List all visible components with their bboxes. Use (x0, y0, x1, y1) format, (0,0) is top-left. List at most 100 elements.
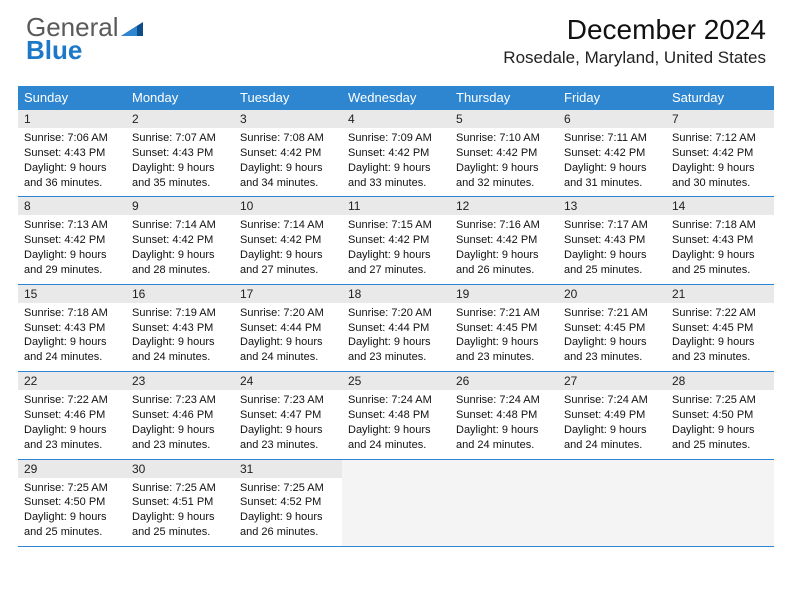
sunset-line: Sunset: 4:44 PM (240, 321, 336, 336)
day-number-cell: 14 (666, 197, 774, 216)
day-number-cell: 24 (234, 372, 342, 391)
daylight-line: Daylight: 9 hours and 24 minutes. (24, 335, 120, 365)
daylight-line: Daylight: 9 hours and 23 minutes. (672, 335, 768, 365)
sunrise-line: Sunrise: 7:21 AM (456, 306, 552, 321)
day-number-cell (558, 459, 666, 478)
day-info-cell: Sunrise: 7:24 AMSunset: 4:48 PMDaylight:… (450, 390, 558, 459)
daylight-line: Daylight: 9 hours and 23 minutes. (564, 335, 660, 365)
sunrise-line: Sunrise: 7:22 AM (672, 306, 768, 321)
sunrise-line: Sunrise: 7:21 AM (564, 306, 660, 321)
daylight-line: Daylight: 9 hours and 23 minutes. (24, 423, 120, 453)
daylight-line: Daylight: 9 hours and 34 minutes. (240, 161, 336, 191)
sunset-line: Sunset: 4:43 PM (564, 233, 660, 248)
day-number-cell: 23 (126, 372, 234, 391)
day-number-cell: 8 (18, 197, 126, 216)
daylight-line: Daylight: 9 hours and 25 minutes. (672, 248, 768, 278)
daylight-line: Daylight: 9 hours and 26 minutes. (240, 510, 336, 540)
sunrise-line: Sunrise: 7:07 AM (132, 131, 228, 146)
day-info-cell: Sunrise: 7:24 AMSunset: 4:49 PMDaylight:… (558, 390, 666, 459)
sunrise-line: Sunrise: 7:13 AM (24, 218, 120, 233)
sunrise-line: Sunrise: 7:15 AM (348, 218, 444, 233)
sunset-line: Sunset: 4:50 PM (672, 408, 768, 423)
day-number-row: 293031 (18, 459, 774, 478)
sunrise-line: Sunrise: 7:08 AM (240, 131, 336, 146)
day-info-cell: Sunrise: 7:12 AMSunset: 4:42 PMDaylight:… (666, 128, 774, 197)
daylight-line: Daylight: 9 hours and 25 minutes. (564, 248, 660, 278)
day-number-cell: 19 (450, 284, 558, 303)
day-info-cell: Sunrise: 7:21 AMSunset: 4:45 PMDaylight:… (450, 303, 558, 372)
daylight-line: Daylight: 9 hours and 23 minutes. (132, 423, 228, 453)
day-info-cell: Sunrise: 7:21 AMSunset: 4:45 PMDaylight:… (558, 303, 666, 372)
day-info-cell: Sunrise: 7:20 AMSunset: 4:44 PMDaylight:… (234, 303, 342, 372)
day-number-cell: 2 (126, 110, 234, 129)
daylight-line: Daylight: 9 hours and 23 minutes. (456, 335, 552, 365)
sunset-line: Sunset: 4:43 PM (24, 321, 120, 336)
sunset-line: Sunset: 4:49 PM (564, 408, 660, 423)
day-number-cell: 26 (450, 372, 558, 391)
weekday-header: Friday (558, 86, 666, 110)
day-info-row: Sunrise: 7:25 AMSunset: 4:50 PMDaylight:… (18, 478, 774, 546)
sunrise-line: Sunrise: 7:09 AM (348, 131, 444, 146)
sunrise-line: Sunrise: 7:14 AM (132, 218, 228, 233)
sunset-line: Sunset: 4:46 PM (132, 408, 228, 423)
weekday-header: Monday (126, 86, 234, 110)
sunset-line: Sunset: 4:47 PM (240, 408, 336, 423)
day-info-cell: Sunrise: 7:14 AMSunset: 4:42 PMDaylight:… (234, 215, 342, 284)
day-number-cell: 10 (234, 197, 342, 216)
sunrise-line: Sunrise: 7:25 AM (672, 393, 768, 408)
sunset-line: Sunset: 4:52 PM (240, 495, 336, 510)
day-info-cell: Sunrise: 7:22 AMSunset: 4:46 PMDaylight:… (18, 390, 126, 459)
weekday-header: Saturday (666, 86, 774, 110)
day-info-cell: Sunrise: 7:22 AMSunset: 4:45 PMDaylight:… (666, 303, 774, 372)
sunrise-line: Sunrise: 7:14 AM (240, 218, 336, 233)
sunset-line: Sunset: 4:42 PM (132, 233, 228, 248)
weekday-header: Wednesday (342, 86, 450, 110)
daylight-line: Daylight: 9 hours and 24 minutes. (132, 335, 228, 365)
sunrise-line: Sunrise: 7:22 AM (24, 393, 120, 408)
day-info-cell: Sunrise: 7:10 AMSunset: 4:42 PMDaylight:… (450, 128, 558, 197)
day-number-cell: 18 (342, 284, 450, 303)
sunset-line: Sunset: 4:42 PM (456, 146, 552, 161)
day-number-cell (342, 459, 450, 478)
sunrise-line: Sunrise: 7:24 AM (564, 393, 660, 408)
day-info-row: Sunrise: 7:06 AMSunset: 4:43 PMDaylight:… (18, 128, 774, 197)
day-info-cell: Sunrise: 7:08 AMSunset: 4:42 PMDaylight:… (234, 128, 342, 197)
day-info-cell: Sunrise: 7:18 AMSunset: 4:43 PMDaylight:… (666, 215, 774, 284)
day-number-cell: 7 (666, 110, 774, 129)
weekday-header: Sunday (18, 86, 126, 110)
day-number-row: 1234567 (18, 110, 774, 129)
sunset-line: Sunset: 4:45 PM (456, 321, 552, 336)
daylight-line: Daylight: 9 hours and 25 minutes. (672, 423, 768, 453)
day-info-cell (450, 478, 558, 546)
sunset-line: Sunset: 4:42 PM (348, 146, 444, 161)
sunrise-line: Sunrise: 7:20 AM (348, 306, 444, 321)
daylight-line: Daylight: 9 hours and 25 minutes. (24, 510, 120, 540)
daylight-line: Daylight: 9 hours and 36 minutes. (24, 161, 120, 191)
day-number-cell (450, 459, 558, 478)
day-info-row: Sunrise: 7:18 AMSunset: 4:43 PMDaylight:… (18, 303, 774, 372)
sunrise-line: Sunrise: 7:17 AM (564, 218, 660, 233)
brand-logo: General Blue (26, 16, 149, 63)
sunset-line: Sunset: 4:51 PM (132, 495, 228, 510)
sunrise-line: Sunrise: 7:11 AM (564, 131, 660, 146)
day-number-cell: 13 (558, 197, 666, 216)
brand-name-bottom: Blue (26, 35, 82, 65)
sunset-line: Sunset: 4:45 PM (564, 321, 660, 336)
day-info-cell: Sunrise: 7:25 AMSunset: 4:50 PMDaylight:… (18, 478, 126, 546)
daylight-line: Daylight: 9 hours and 35 minutes. (132, 161, 228, 191)
day-info-cell: Sunrise: 7:13 AMSunset: 4:42 PMDaylight:… (18, 215, 126, 284)
weekday-header: Thursday (450, 86, 558, 110)
daylight-line: Daylight: 9 hours and 33 minutes. (348, 161, 444, 191)
sunset-line: Sunset: 4:42 PM (24, 233, 120, 248)
sunrise-line: Sunrise: 7:12 AM (672, 131, 768, 146)
sunset-line: Sunset: 4:43 PM (132, 146, 228, 161)
day-info-cell: Sunrise: 7:15 AMSunset: 4:42 PMDaylight:… (342, 215, 450, 284)
sunset-line: Sunset: 4:48 PM (456, 408, 552, 423)
day-info-cell: Sunrise: 7:16 AMSunset: 4:42 PMDaylight:… (450, 215, 558, 284)
day-info-cell: Sunrise: 7:24 AMSunset: 4:48 PMDaylight:… (342, 390, 450, 459)
day-info-row: Sunrise: 7:13 AMSunset: 4:42 PMDaylight:… (18, 215, 774, 284)
calendar-table: SundayMondayTuesdayWednesdayThursdayFrid… (18, 86, 774, 546)
daylight-line: Daylight: 9 hours and 26 minutes. (456, 248, 552, 278)
page-title: December 2024 (503, 14, 766, 46)
day-info-cell (558, 478, 666, 546)
